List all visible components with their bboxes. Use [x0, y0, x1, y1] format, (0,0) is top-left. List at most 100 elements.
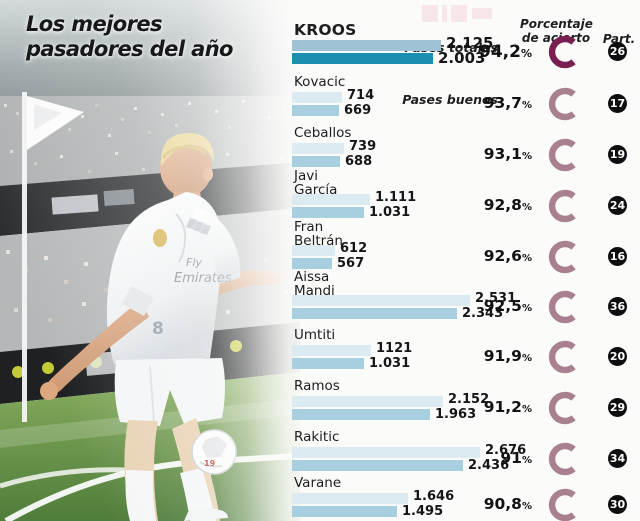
participations-badge: 24: [608, 196, 627, 215]
publisher-watermark: [414, 2, 498, 24]
player-name: Varane: [294, 475, 342, 491]
percent-sign: %: [521, 455, 532, 466]
accuracy-donut-ring: [547, 488, 581, 521]
bar-good-passes: [292, 409, 430, 420]
value-good-passes: 567: [337, 256, 365, 271]
stadium-photo-illustration: Fly Emirates 8 19: [0, 0, 300, 521]
player-name: Kovacic: [294, 74, 346, 90]
player-name: Rakitic: [294, 429, 340, 445]
percent-sign: %: [521, 501, 532, 512]
accuracy-percentage: 94,2%: [458, 42, 532, 62]
bar-total-passes: [292, 447, 480, 458]
accuracy-percentage: 93,1%: [458, 145, 532, 163]
value-total-passes: 1.111: [375, 190, 417, 205]
player-name: Ceballos: [294, 125, 352, 141]
value-good-passes: 2.343: [462, 306, 504, 321]
value-total-passes: 2.531: [475, 291, 517, 306]
accuracy-percentage-value: 91,9: [483, 347, 522, 365]
accuracy-donut-ring: [547, 87, 581, 121]
accuracy-percentage-value: 92,8: [483, 196, 522, 214]
value-good-passes: 1.031: [369, 205, 411, 220]
value-good-passes: 669: [344, 103, 372, 118]
accuracy-donut-ring: [547, 189, 581, 223]
bar-good-passes: [292, 105, 339, 116]
bar-good-passes: [292, 460, 463, 471]
bar-total-passes: [292, 92, 342, 103]
bar-good-passes: [292, 358, 364, 369]
value-good-passes: 688: [345, 154, 373, 169]
column-header-participations: Part.: [602, 32, 636, 46]
accuracy-percentage-value: 93,1: [483, 145, 522, 163]
bar-good-passes: [292, 308, 457, 319]
bar-good-passes: [292, 156, 340, 167]
accuracy-percentage: 91,9%: [458, 347, 532, 365]
percent-sign: %: [521, 303, 532, 314]
participations-badge: 16: [608, 247, 627, 266]
bar-good-passes: [292, 53, 433, 64]
value-total-passes: 739: [349, 139, 377, 154]
participations-badge: 36: [608, 297, 627, 316]
accuracy-percentage-value: 94,2: [479, 42, 521, 62]
participations-badge: 29: [608, 398, 627, 417]
accuracy-percentage-value: 92,5: [483, 297, 522, 315]
accuracy-percentage: 90,8%: [458, 495, 532, 513]
bar-good-passes: [292, 258, 332, 269]
percent-sign: %: [521, 151, 532, 162]
percent-sign: %: [521, 404, 532, 415]
bar-total-passes: [292, 245, 335, 256]
participations-badge: 19: [608, 145, 627, 164]
percent-sign: %: [521, 100, 532, 111]
participations-badge: 34: [608, 449, 627, 468]
accuracy-donut-ring: [547, 138, 581, 172]
bar-total-passes: [292, 345, 371, 356]
accuracy-percentage: 92,5%: [458, 297, 532, 315]
bar-total-passes: [292, 143, 344, 154]
bar-total-passes: [292, 396, 443, 407]
bar-good-passes: [292, 506, 397, 517]
player-name: KROOS: [294, 21, 357, 39]
percent-sign: %: [521, 253, 532, 264]
value-good-passes: 1.963: [435, 407, 477, 422]
bar-total-passes: [292, 295, 470, 306]
accuracy-percentage: 93,7%: [458, 94, 532, 112]
title-line-2: pasadores del año: [26, 37, 233, 61]
player-name: Aissa Mandi: [294, 269, 335, 299]
value-total-passes: 1.646: [413, 489, 455, 504]
legend-good-passes: Pases buenos: [402, 92, 498, 107]
player-name: Javi García: [294, 168, 338, 198]
player-name: Umtiti: [294, 327, 336, 343]
accuracy-percentage-value: 92,6: [483, 247, 522, 265]
value-total-passes: 2.152: [448, 392, 490, 407]
bar-total-passes: [292, 40, 441, 51]
percent-sign: %: [521, 202, 532, 213]
value-good-passes: 2.003: [438, 49, 486, 67]
accuracy-donut-ring: [547, 340, 581, 374]
bar-total-passes: [292, 493, 408, 504]
bar-good-passes: [292, 207, 364, 218]
accuracy-donut-ring: [547, 391, 581, 425]
column-header-percentage-line1: Porcentaje: [520, 17, 593, 31]
value-total-passes: 2.125: [446, 34, 494, 52]
participations-badge: 17: [608, 94, 627, 113]
accuracy-donut-ring: [547, 290, 581, 324]
value-good-passes: 1.031: [369, 356, 411, 371]
player-name: Fran Beltrán: [294, 219, 343, 249]
accuracy-percentage: 91,2%: [458, 398, 532, 416]
accuracy-percentage-value: 91,2: [483, 398, 522, 416]
value-total-passes: 2.676: [485, 443, 527, 458]
accuracy-percentage-value: 93,7: [483, 94, 522, 112]
accuracy-percentage-value: 91: [500, 449, 522, 467]
accuracy-percentage: 91%: [458, 449, 532, 467]
participations-badge: 20: [608, 347, 627, 366]
page-title: Los mejores pasadores del año: [26, 12, 286, 62]
value-total-passes: 1121: [376, 341, 413, 356]
accuracy-donut-ring: [547, 35, 581, 69]
accuracy-percentage: 92,6%: [458, 247, 532, 265]
accuracy-percentage-value: 90,8: [483, 495, 522, 513]
value-good-passes: 2.436: [468, 458, 510, 473]
participations-badge: 26: [608, 42, 627, 61]
value-total-passes: 714: [347, 88, 375, 103]
percent-sign: %: [521, 353, 532, 364]
bar-total-passes: [292, 194, 370, 205]
